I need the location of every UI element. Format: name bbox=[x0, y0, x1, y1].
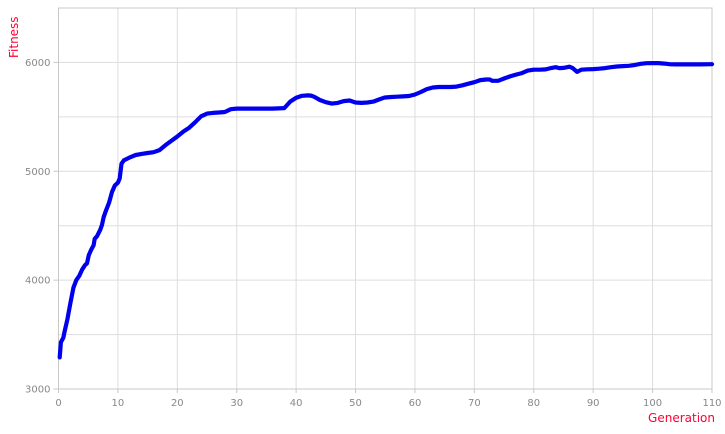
y-tick-label: 3000 bbox=[25, 385, 50, 396]
x-tick-label: 10 bbox=[112, 398, 125, 409]
y-tick-label: 6000 bbox=[25, 58, 50, 69]
x-tick-label: 110 bbox=[702, 398, 721, 409]
y-axis-title: Fitness bbox=[7, 16, 21, 58]
x-tick-label: 50 bbox=[349, 398, 362, 409]
plot-border bbox=[58, 7, 713, 390]
x-tick-label: 0 bbox=[55, 398, 61, 409]
x-tick-label: 90 bbox=[587, 398, 600, 409]
x-tick-label: 30 bbox=[230, 398, 243, 409]
x-tick-label: 60 bbox=[409, 398, 422, 409]
fitness-line bbox=[57, 60, 715, 360]
x-tick-label: 70 bbox=[468, 398, 481, 409]
x-axis-title: Generation bbox=[648, 411, 715, 425]
x-tick-label: 100 bbox=[643, 398, 662, 409]
y-tick-label: 4000 bbox=[25, 276, 50, 287]
x-tick-label: 80 bbox=[527, 398, 540, 409]
x-tick-label: 20 bbox=[171, 398, 184, 409]
y-tick-label: 5000 bbox=[25, 167, 50, 178]
x-tick-label: 40 bbox=[290, 398, 303, 409]
